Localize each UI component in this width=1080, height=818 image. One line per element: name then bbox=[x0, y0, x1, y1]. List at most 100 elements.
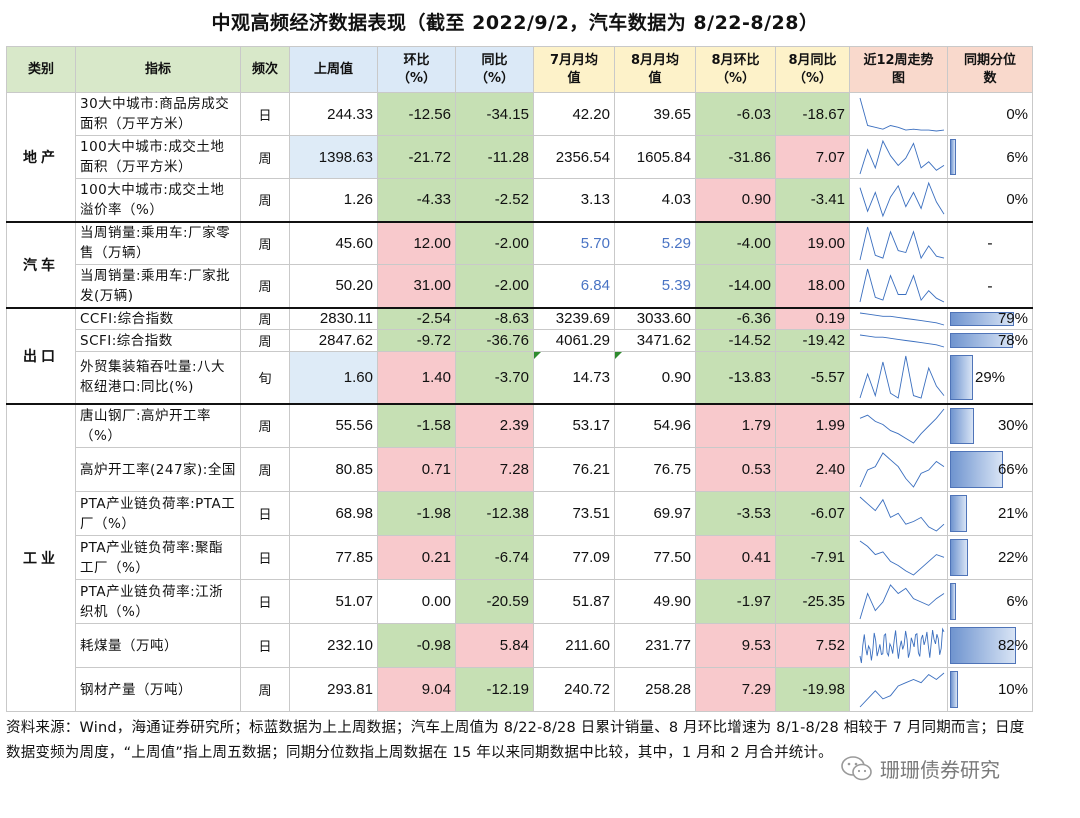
percentile-value: 22% bbox=[997, 549, 1028, 566]
header-frequency: 频次 bbox=[240, 46, 290, 93]
comment-marker bbox=[615, 352, 622, 359]
sparkline-path bbox=[859, 181, 945, 218]
aug-mom-value: 7.29 bbox=[695, 667, 776, 712]
frequency: 周 bbox=[240, 447, 290, 492]
last-week-value: 80.85 bbox=[289, 447, 378, 492]
jul-avg-value: 73.51 bbox=[533, 491, 615, 536]
yoy-value: -8.63 bbox=[455, 306, 534, 330]
percentile-value: 29% bbox=[975, 368, 1006, 386]
aug-mom-value: -31.86 bbox=[695, 135, 776, 179]
percentile-bar bbox=[950, 311, 1014, 326]
last-week-value: 45.60 bbox=[289, 220, 378, 265]
percentile-cell: 29% bbox=[947, 351, 1033, 404]
sparkline-path bbox=[859, 226, 945, 260]
wow-value: 0.00 bbox=[377, 579, 456, 624]
header-indicator: 指标 bbox=[75, 46, 241, 93]
aug-avg-value: 77.50 bbox=[614, 535, 696, 580]
wow-value: 9.04 bbox=[377, 667, 456, 712]
percentile-value: 0% bbox=[1006, 191, 1028, 209]
table-body: 地产 30大中城市:商品房成交面积（万平方米）日 244.33 -12.56 -34.1… bbox=[6, 92, 1033, 712]
aug-avg-value: 5.39 bbox=[614, 264, 696, 308]
frequency: 周 bbox=[240, 329, 290, 352]
aug-yoy-value: -3.41 bbox=[775, 178, 850, 222]
frequency: 周 bbox=[240, 402, 290, 448]
percentile-cell: 78% bbox=[947, 329, 1033, 352]
percentile-bar bbox=[950, 627, 1017, 664]
indicator-name: 当周销量:乘用车:厂家零售（万辆） bbox=[75, 220, 241, 265]
indicator-name: 当周销量:乘用车:厂家批发(万辆) bbox=[75, 264, 241, 308]
percentile-value: 10% bbox=[997, 681, 1028, 698]
sparkline-path bbox=[859, 356, 945, 399]
frequency: 周 bbox=[240, 306, 290, 330]
aug-avg-value: 258.28 bbox=[614, 667, 696, 712]
frequency: 周 bbox=[240, 220, 290, 265]
trend-sparkline bbox=[849, 402, 948, 448]
last-week-value: 293.81 bbox=[289, 667, 378, 712]
percentile-bar bbox=[950, 333, 1014, 348]
aug-avg-value: 76.75 bbox=[614, 447, 696, 492]
jul-avg-value: 42.20 bbox=[533, 92, 615, 136]
yoy-value: -2.52 bbox=[455, 178, 534, 222]
page-title: 中观高频经济数据表现（截至 2022/9/2，汽车数据为 8/22-8/28） bbox=[211, 12, 819, 34]
header-category: 类别 bbox=[6, 46, 76, 93]
wow-value: -9.72 bbox=[377, 329, 456, 352]
aug-avg-value: 5.29 bbox=[614, 220, 696, 265]
percentile-cell: 22% bbox=[947, 535, 1033, 580]
percentile-bar bbox=[950, 539, 968, 576]
last-week-value: 68.98 bbox=[289, 491, 378, 536]
yoy-value: -34.15 bbox=[455, 92, 534, 136]
table-row: 地产 30大中城市:商品房成交面积（万平方米）日 244.33 -12.56 -34.1… bbox=[6, 92, 1033, 222]
table-row: 钢材产量（万吨）周 293.81 9.04 -12.19 240.72 258.28 7.2… bbox=[7, 667, 1033, 712]
percentile-value: 66% bbox=[997, 461, 1028, 478]
aug-yoy-value: 18.00 bbox=[775, 264, 850, 308]
header-aug-mom: 8月环比 （%） bbox=[695, 46, 776, 93]
aug-yoy-value: -19.98 bbox=[775, 667, 850, 712]
aug-yoy-value: 0.19 bbox=[775, 306, 850, 330]
frequency: 日 bbox=[240, 535, 290, 580]
yoy-value: -12.19 bbox=[455, 667, 534, 712]
last-week-value: 2830.11 bbox=[289, 306, 378, 330]
cell-text: 0.90 bbox=[661, 368, 691, 386]
table-row: 高炉开工率(247家):全国周 80.85 0.71 7.28 76.21 76.75 0.… bbox=[7, 447, 1033, 492]
yoy-value: -36.76 bbox=[455, 329, 534, 352]
jul-avg-value: 14.73 bbox=[533, 351, 615, 404]
sparkline-path bbox=[859, 269, 945, 303]
aug-mom-value: -6.03 bbox=[695, 92, 776, 136]
aug-avg-value: 39.65 bbox=[614, 92, 696, 136]
yoy-value: -2.00 bbox=[455, 220, 534, 265]
last-week-value: 232.10 bbox=[289, 623, 378, 668]
aug-mom-value: -14.00 bbox=[695, 264, 776, 308]
last-week-value: 1.60 bbox=[289, 351, 378, 404]
indicator-name: 钢材产量（万吨） bbox=[75, 667, 241, 712]
percentile-value: 21% bbox=[997, 505, 1028, 522]
aug-mom-value: -4.00 bbox=[695, 220, 776, 265]
indicator-name: 30大中城市:商品房成交面积（万平方米） bbox=[75, 92, 241, 136]
aug-yoy-value: 7.52 bbox=[775, 623, 850, 668]
indicator-name: 外贸集装箱吞吐量:八大枢纽港口:同比(%) bbox=[75, 351, 241, 404]
aug-mom-value: 1.79 bbox=[695, 402, 776, 448]
yoy-value: 2.39 bbox=[455, 402, 534, 448]
indicator-name: CCFI:综合指数 bbox=[75, 306, 241, 330]
trend-sparkline bbox=[849, 135, 948, 179]
trend-sparkline bbox=[849, 92, 948, 136]
percentile-bar bbox=[950, 451, 1004, 488]
sparkline-path bbox=[859, 496, 945, 532]
wow-value: -12.56 bbox=[377, 92, 456, 136]
percentile-bar bbox=[950, 671, 959, 708]
aug-mom-value: -3.53 bbox=[695, 491, 776, 536]
jul-avg-value: 6.84 bbox=[533, 264, 615, 308]
trend-sparkline bbox=[849, 447, 948, 492]
percentile-cell: 21% bbox=[947, 491, 1033, 536]
aug-avg-value: 4.03 bbox=[614, 178, 696, 222]
sparkline-path bbox=[859, 672, 945, 707]
wow-value: -4.33 bbox=[377, 178, 456, 222]
footnote: 资料来源：Wind，海通证券研究所；标蓝数据为上上周数据；汽车上周值为 8/22… bbox=[6, 720, 1025, 761]
table-row: PTA产业链负荷率:聚酯工厂（%）日 77.85 0.21 -6.74 77.09 77.… bbox=[7, 535, 1033, 580]
percentile-value: 6% bbox=[1006, 593, 1028, 610]
sparkline-path bbox=[859, 540, 945, 576]
trend-sparkline bbox=[849, 329, 948, 352]
header-wow: 环比 （%） bbox=[377, 46, 456, 93]
last-week-value: 55.56 bbox=[289, 402, 378, 448]
jul-avg-value: 76.21 bbox=[533, 447, 615, 492]
frequency: 日 bbox=[240, 92, 290, 136]
